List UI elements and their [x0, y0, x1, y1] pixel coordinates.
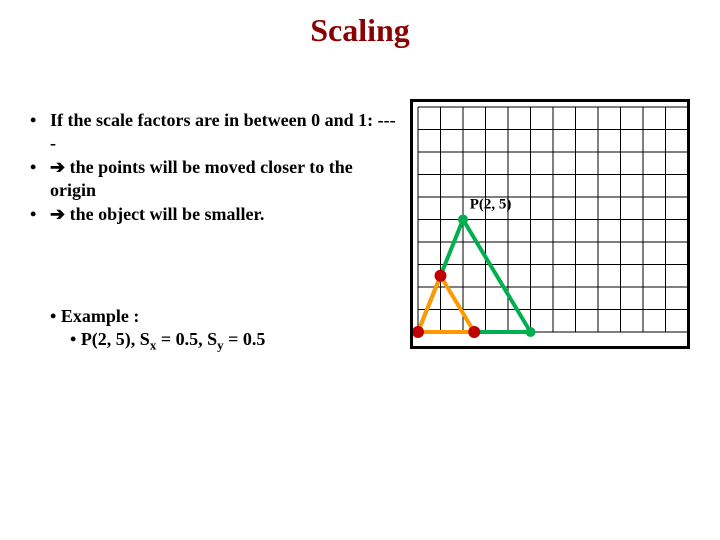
bullet-marker: •: [30, 203, 50, 226]
bullet-marker: •: [30, 109, 50, 154]
bullet-item: • ➔ the points will be moved closer to t…: [30, 156, 400, 201]
diagram-column: P(2, 5)P': [400, 109, 690, 353]
example-block: • Example : • P(2, 5), Sx = 0.5, Sy = 0.…: [50, 306, 400, 354]
bullet-text: ➔ the object will be smaller.: [50, 203, 400, 226]
grid-svg: P(2, 5)P': [413, 102, 687, 346]
text-column: • If the scale factors are in between 0 …: [30, 109, 400, 353]
bullet-list: • If the scale factors are in between 0 …: [30, 109, 400, 226]
slide-title: Scaling: [0, 0, 720, 49]
bullet-marker: •: [30, 156, 50, 201]
bullet-text: If the scale factors are in between 0 an…: [50, 109, 400, 154]
bullet-text: ➔ the points will be moved closer to the…: [50, 156, 400, 201]
bullet-item: • ➔ the object will be smaller.: [30, 203, 400, 226]
bullet-item: • If the scale factors are in between 0 …: [30, 109, 400, 154]
grid-diagram: P(2, 5)P': [410, 99, 690, 349]
example-detail: • P(2, 5), Sx = 0.5, Sy = 0.5: [70, 329, 400, 354]
svg-text:P(2, 5): P(2, 5): [470, 196, 512, 212]
example-label: • Example :: [50, 306, 400, 327]
content-row: • If the scale factors are in between 0 …: [0, 109, 720, 353]
